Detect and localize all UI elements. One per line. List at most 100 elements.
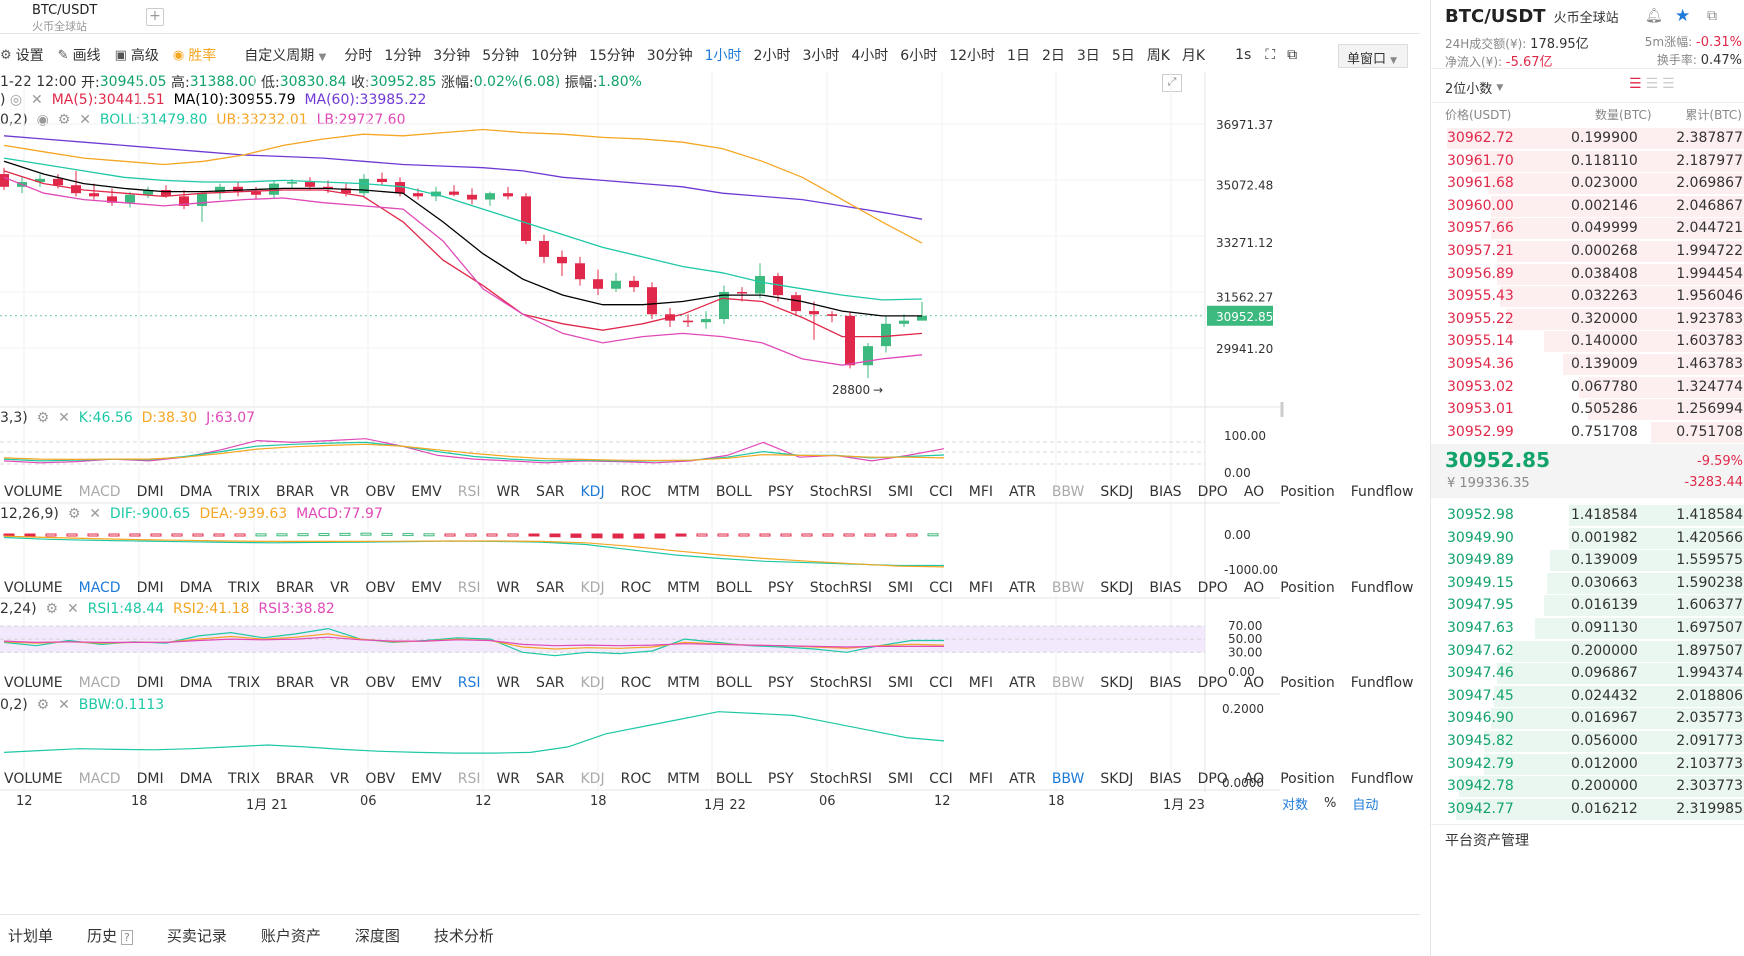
period-13[interactable]: 1日 [1007,48,1030,64]
ask-row[interactable]: 30957.21 0.000268 1.994722 [1431,239,1744,264]
indicator-boll[interactable]: BOLL [715,580,752,596]
period-14[interactable]: 2日 [1041,48,1065,64]
bid-row[interactable]: 30945.82 0.056000 2.091773 [1431,729,1744,754]
indicator-position[interactable]: Position [1280,580,1335,596]
indicator-skdj[interactable]: SKDJ [1100,675,1134,691]
bid-row[interactable]: 30946.90 0.016967 2.035773 [1431,706,1744,731]
indicator-stochrsi[interactable]: StochRSI [809,580,872,596]
fullscreen-icon[interactable]: ⛶ [1265,47,1276,63]
indicator-brar[interactable]: BRAR [276,580,315,596]
ask-row[interactable]: 30957.66 0.049999 2.044721 [1431,216,1744,241]
indicator-atr[interactable]: ATR [1009,675,1036,691]
close-icon[interactable]: ✕ [89,506,102,522]
tab-trades[interactable]: 买卖记录 [166,927,227,945]
indicator-stochrsi[interactable]: StochRSI [809,484,872,500]
indicator-cci[interactable]: CCI [929,580,953,596]
indicator-dma[interactable]: DMA [179,771,213,787]
indicator-bias[interactable]: BIAS [1149,771,1182,787]
indicator-bias[interactable]: BIAS [1149,484,1182,500]
close-icon[interactable]: ✕ [67,601,79,617]
ask-row[interactable]: 30952.99 0.751708 0.751708 [1431,420,1744,445]
tab-history[interactable]: 历史? [87,925,133,946]
period-2[interactable]: 3分钟 [433,48,471,64]
indicator-mfi[interactable]: MFI [968,771,994,787]
bid-row[interactable]: 30942.79 0.012000 2.103773 [1431,752,1744,777]
indicator-dmi[interactable]: DMI [136,484,164,500]
indicator-ao[interactable]: AO [1243,580,1265,596]
indicator-skdj[interactable]: SKDJ [1100,771,1134,787]
asset-mgmt-link[interactable]: 平台资产管理 [1445,833,1529,849]
indicator-smi[interactable]: SMI [887,675,914,691]
indicator-obv[interactable]: OBV [365,771,396,787]
indicator-trix[interactable]: TRIX [228,675,261,691]
settings-button[interactable]: ⚙ 设置 [0,47,44,65]
indicator-sar[interactable]: SAR [536,484,565,500]
indicator-rsi[interactable]: RSI [457,771,481,787]
indicator-atr[interactable]: ATR [1009,580,1036,596]
custom-period-dropdown[interactable]: 自定义周期 ▼ [244,48,327,64]
indicator-trix[interactable]: TRIX [228,580,261,596]
ask-row[interactable]: 30960.00 0.002146 2.046867 [1431,194,1744,219]
eye-icon[interactable]: ◎ [9,92,23,108]
indicator-roc[interactable]: ROC [620,580,652,596]
indicator-cci[interactable]: CCI [929,771,953,787]
indicator-boll[interactable]: BOLL [715,675,752,691]
indicator-vr[interactable]: VR [330,771,350,787]
tab-account-assets[interactable]: 账户资产 [260,927,321,945]
indicator-smi[interactable]: SMI [887,580,914,596]
indicator-dmi[interactable]: DMI [136,580,164,596]
period-11[interactable]: 6小时 [900,48,938,64]
chart-canvas[interactable]: 36971.37 35072.48 33271.12 31562.27 29941.20… [0,72,1420,912]
tab-plan-orders[interactable]: 计划单 [8,927,54,945]
indicator-macd[interactable]: MACD [78,580,121,596]
settings-icon[interactable]: ⚙ [36,410,50,426]
period-15[interactable]: 3日 [1076,48,1100,64]
indicator-bbw[interactable]: BBW [1051,580,1085,596]
indicator-skdj[interactable]: SKDJ [1100,580,1134,596]
period-3[interactable]: 5分钟 [482,48,520,64]
bid-row[interactable]: 30942.78 0.200000 2.303773 [1431,774,1744,799]
bid-row[interactable]: 30947.46 0.096867 1.994374 [1431,661,1744,686]
bid-row[interactable]: 30949.90 0.001982 1.420566 [1431,526,1744,551]
indicator-emv[interactable]: EMV [411,484,442,500]
indicator-fundflow[interactable]: Fundflow [1350,580,1414,596]
indicator-rsi[interactable]: RSI [457,484,481,500]
log-scale-toggle[interactable]: 对数 [1282,798,1309,813]
ask-row[interactable]: 30961.70 0.118110 2.187977 [1431,149,1744,174]
indicator-fundflow[interactable]: Fundflow [1350,675,1414,691]
chart-area[interactable]: 1-22 12:00 开: 30945.05 高: 31388.00 低: 30830… [0,72,1420,912]
indicator-atr[interactable]: ATR [1009,484,1036,500]
ask-row[interactable]: 30955.14 0.140000 1.603783 [1431,329,1744,354]
indicator-volume[interactable]: VOLUME [4,675,63,691]
tab-technical-analysis[interactable]: 技术分析 [433,927,494,945]
period-0[interactable]: 分时 [344,48,373,64]
indicator-dpo[interactable]: DPO [1197,580,1228,596]
indicator-mfi[interactable]: MFI [968,484,994,500]
close-icon[interactable]: ✕ [79,112,91,128]
indicator-atr[interactable]: ATR [1009,771,1036,787]
indicator-psy[interactable]: PSY [767,484,794,500]
period-16[interactable]: 5日 [1111,48,1135,64]
indicator-volume[interactable]: VOLUME [4,580,63,596]
indicator-volume[interactable]: VOLUME [4,771,63,787]
popout-icon[interactable]: ⧉ [1287,47,1298,63]
period-8[interactable]: 2小时 [753,48,791,64]
indicator-vr[interactable]: VR [330,484,350,500]
advanced-button[interactable]: ▣ 高级 [114,47,159,65]
indicator-bbw[interactable]: BBW [1051,675,1085,691]
period-4[interactable]: 10分钟 [531,48,577,64]
indicator-dma[interactable]: DMA [179,580,213,596]
bid-row[interactable]: 30947.45 0.024432 2.018806 [1431,684,1744,709]
window-mode-dropdown[interactable]: 单窗口 ▼ [1338,44,1408,68]
indicator-vr[interactable]: VR [330,580,350,596]
indicator-brar[interactable]: BRAR [276,771,315,787]
percent-scale-toggle[interactable]: % [1324,796,1337,811]
indicator-kdj[interactable]: KDJ [580,675,605,691]
indicator-position[interactable]: Position [1280,675,1335,691]
indicator-kdj[interactable]: KDJ [580,580,605,596]
period-5[interactable]: 15分钟 [588,48,635,64]
indicator-bbw[interactable]: BBW [1051,771,1085,787]
bell-icon[interactable]: 🔔︎ [1645,8,1663,24]
indicator-dpo[interactable]: DPO [1197,771,1228,787]
indicator-obv[interactable]: OBV [365,675,396,691]
